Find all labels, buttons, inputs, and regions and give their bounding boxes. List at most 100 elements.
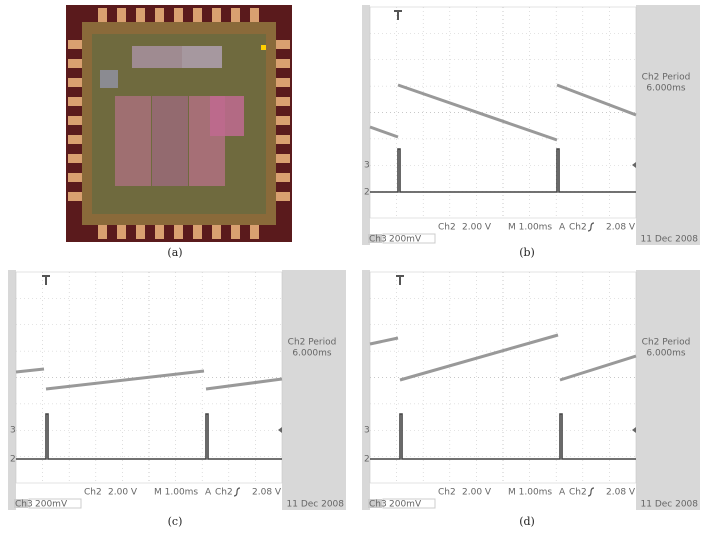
channel-marker: 2 [364, 455, 370, 465]
cell-block [152, 96, 188, 186]
status-text: Ch2 [215, 488, 233, 498]
status-text: A [559, 488, 566, 498]
status-text: 2.08 V [606, 488, 636, 498]
period-label: Ch2 Period [642, 338, 691, 348]
status-text: 2.00 V [462, 223, 492, 233]
panel-caption: (c) [168, 515, 183, 528]
cell-block [182, 46, 222, 68]
pad [276, 40, 290, 49]
pad [276, 173, 290, 182]
status-text: 2.08 V [606, 223, 636, 233]
pad [68, 192, 82, 201]
channel-marker: 3 [364, 426, 370, 436]
pad [250, 8, 259, 22]
pad [98, 225, 107, 239]
status-text: 2.00 V [108, 488, 138, 498]
ramp-trace [559, 354, 637, 382]
ramp-trace [397, 83, 558, 142]
trigger-level-arrow [632, 427, 636, 433]
pad [136, 225, 145, 239]
chip-photo [66, 5, 292, 242]
ch3-label: Ch3 [369, 235, 387, 245]
pad [276, 97, 290, 106]
panel-caption: (b) [519, 246, 535, 259]
channel-marker: 2 [364, 188, 370, 198]
trigger-icon [396, 275, 404, 285]
pad [231, 225, 240, 239]
status-text: 2.08 V [252, 488, 282, 498]
pad [68, 116, 82, 125]
cell-block [115, 96, 151, 186]
trigger-level-arrow [278, 427, 282, 433]
pad [68, 78, 82, 87]
status-text: Ch2 [438, 488, 456, 498]
panel-caption: (d) [519, 515, 535, 528]
pad [212, 8, 221, 22]
trigger-icon [394, 10, 402, 20]
status-text: 2.00 V [462, 488, 492, 498]
date: 11 Dec 2008 [641, 235, 699, 245]
pad [68, 173, 82, 182]
pad [276, 78, 290, 87]
channel-marker: 3 [364, 161, 370, 171]
ch3-scale: 200mV [35, 500, 68, 510]
ch3-scale: 200mV [389, 235, 422, 245]
side-panel [636, 5, 700, 245]
ch2-trace [370, 148, 636, 193]
ramp-trace [399, 333, 559, 382]
pad [212, 225, 221, 239]
pad [98, 8, 107, 22]
side-panel [636, 270, 700, 510]
ramp-trace [45, 369, 205, 391]
slope-icon [587, 487, 595, 497]
channel-marker: 3 [10, 426, 16, 436]
pad [193, 8, 202, 22]
marker-square [261, 45, 266, 50]
slope-icon [587, 222, 595, 232]
ch3-box [368, 234, 382, 243]
ch3-box [368, 499, 382, 508]
status-text: Ch2 [569, 488, 587, 498]
period-label: Ch2 Period [288, 338, 337, 348]
ch3-box [14, 499, 28, 508]
ch2-trace [370, 413, 636, 460]
period-label: Ch2 Period [642, 73, 691, 83]
status-text: A [559, 223, 566, 233]
pad [68, 40, 82, 49]
ramp-trace [369, 336, 399, 346]
pad [68, 135, 82, 144]
pad [136, 8, 145, 22]
pad [193, 225, 202, 239]
ch3-scale-box [28, 498, 82, 509]
pad [174, 8, 183, 22]
status-text: Ch2 [84, 488, 102, 498]
cell-block [132, 46, 182, 68]
pad [155, 8, 164, 22]
date: 11 Dec 2008 [641, 500, 699, 510]
ramp-trace [369, 125, 399, 139]
ch3-scale-box [382, 233, 436, 244]
status-text: A [205, 488, 212, 498]
pad [250, 225, 259, 239]
channel-marker: 2 [10, 455, 16, 465]
panel-caption: (a) [167, 246, 182, 259]
trigger-icon [42, 275, 50, 285]
period-value: 6.000ms [646, 349, 686, 359]
pad [68, 59, 82, 68]
pad [276, 154, 290, 163]
status-text: M 1.00ms [508, 223, 552, 233]
status-text: M 1.00ms [154, 488, 198, 498]
left-strip [362, 5, 370, 245]
ramp-trace [15, 367, 45, 374]
status-text: Ch2 [438, 223, 456, 233]
status-text: M 1.00ms [508, 488, 552, 498]
cell-block [100, 70, 118, 88]
ch3-label: Ch3 [15, 500, 33, 510]
pad [117, 8, 126, 22]
left-strip [8, 270, 16, 510]
status-text: Ch2 [569, 223, 587, 233]
side-panel [282, 270, 346, 510]
